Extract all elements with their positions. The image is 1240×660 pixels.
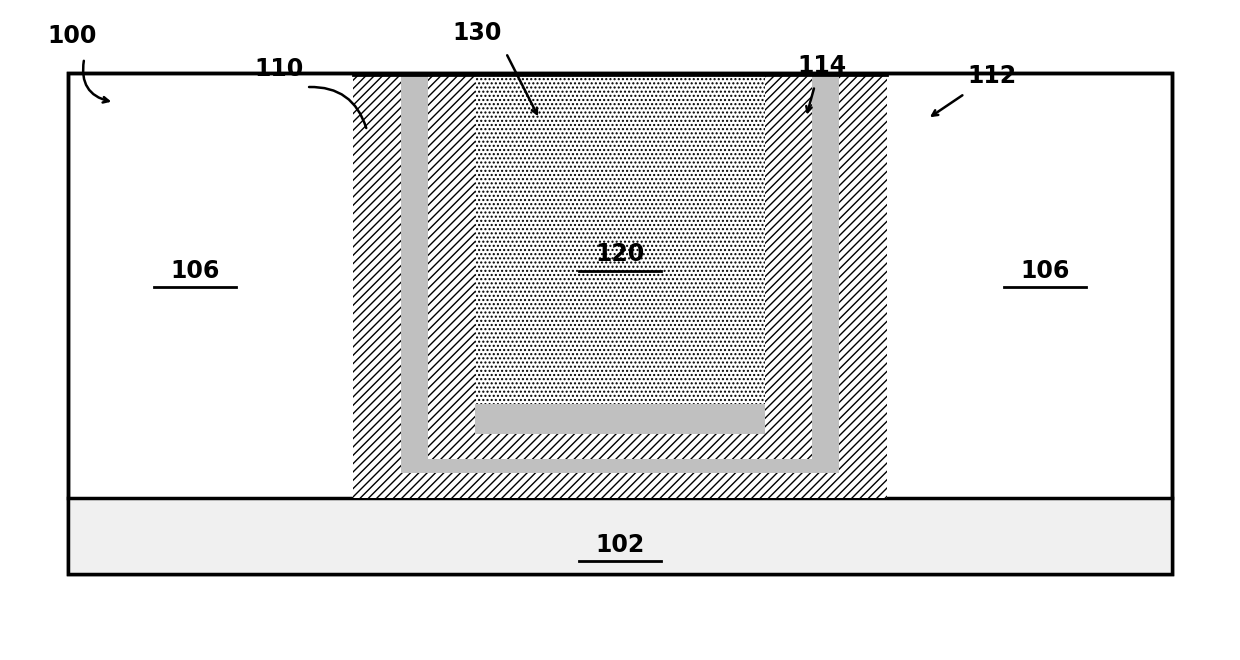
Text: 100: 100 — [47, 24, 97, 48]
Text: 130: 130 — [453, 21, 502, 45]
Bar — [68, 73, 1172, 574]
Bar — [475, 404, 765, 434]
Text: 112: 112 — [967, 64, 1017, 88]
Bar — [401, 75, 839, 473]
Text: 110: 110 — [254, 57, 304, 81]
Text: 114: 114 — [797, 54, 847, 78]
Text: 106: 106 — [1021, 259, 1070, 282]
Bar — [428, 75, 812, 459]
Text: 102: 102 — [595, 533, 645, 556]
Bar — [68, 498, 1172, 574]
Bar — [353, 75, 887, 498]
Text: 106: 106 — [170, 259, 219, 282]
Bar — [68, 73, 1172, 574]
Text: 120: 120 — [595, 242, 645, 266]
Bar — [475, 75, 765, 434]
